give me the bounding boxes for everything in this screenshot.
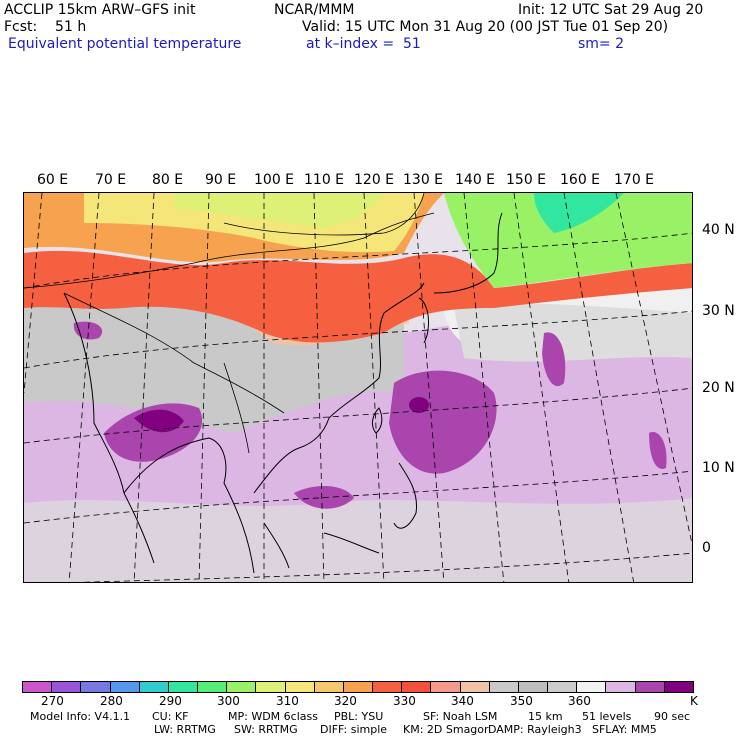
- colorbar-tick-320: 320: [334, 694, 357, 708]
- lat-label-20n: 20 N: [702, 380, 735, 396]
- smoothing-label: sm= 2: [578, 36, 625, 52]
- forecast-hour: Fcst: 51 h: [4, 19, 87, 35]
- colorbar-tick-280: 280: [100, 694, 123, 708]
- colorbar-swatch-1: [52, 682, 82, 692]
- pale-green-mongolia: [174, 193, 384, 228]
- country-borders: [24, 193, 435, 454]
- lon-label-110e: 110 E: [304, 172, 345, 188]
- colorbar-tick-300: 300: [217, 694, 240, 708]
- typhoon-eye: [409, 397, 429, 413]
- colorbar-tick-340: 340: [451, 694, 474, 708]
- lat-label-40n: 40 N: [702, 222, 735, 238]
- lat-label-30n: 30 N: [702, 303, 735, 319]
- lon-label-170e: 170 E: [614, 172, 655, 188]
- colorbar-swatch-2: [81, 682, 111, 692]
- lon-label-60e: 60 E: [37, 172, 69, 188]
- colorbar-swatch-22: [664, 682, 693, 692]
- coastlines: [63, 212, 503, 574]
- footer-sflay: SFLAY: MM5: [592, 723, 657, 736]
- footer-sf: SF: Noah LSM: [423, 710, 498, 723]
- graticule: [24, 193, 692, 582]
- footer-timestep: 90 sec: [654, 710, 691, 723]
- green-northeast: [444, 193, 692, 288]
- lon-label-120e: 120 E: [354, 172, 395, 188]
- lon-label-70e: 70 E: [95, 172, 127, 188]
- colorbar-swatch-19: [577, 682, 607, 692]
- lon-label-100e: 100 E: [254, 172, 295, 188]
- colorbar-swatch-16: [489, 682, 519, 692]
- equatorial-gray: [24, 498, 692, 582]
- lat-label-10n: 10 N: [702, 460, 735, 476]
- colorbar-swatch-3: [110, 682, 140, 692]
- bengal-max-core: [134, 409, 184, 433]
- colorbar-tick-330: 330: [393, 694, 416, 708]
- k-index-label: at k–index = 51: [306, 36, 421, 52]
- colorbar-swatch-20: [606, 682, 636, 692]
- institution-label: NCAR/MMM: [274, 2, 355, 18]
- lon-label-130e: 130 E: [403, 172, 444, 188]
- teal-okhotsk: [534, 193, 624, 233]
- footer-diff: DIFF: simple: [320, 723, 388, 736]
- colorbar-swatch-15: [460, 682, 490, 692]
- model-title: ACCLIP 15km ARW–GFS init: [4, 2, 196, 18]
- colorbar-swatch-4: [139, 682, 169, 692]
- lon-label-90e: 90 E: [205, 172, 237, 188]
- colorbar-tick-310: 310: [276, 694, 299, 708]
- lon-label-150e: 150 E: [506, 172, 547, 188]
- footer-damp: DAMP: Rayleigh3: [488, 723, 582, 736]
- lon-label-80e: 80 E: [152, 172, 184, 188]
- footer-cu: CU: KF: [152, 710, 189, 723]
- footer-km: KM: 2D Smagor: [403, 723, 489, 736]
- gray-band-east: [454, 303, 692, 362]
- typhoon-core: [389, 370, 497, 474]
- init-time: Init: 12 UTC Sat 29 Aug 20: [518, 2, 704, 18]
- footer-resolution: 15 km: [528, 710, 563, 723]
- colorbar-swatch-9: [285, 682, 315, 692]
- colorbar-swatch-0: [23, 682, 53, 692]
- map-panel: [23, 192, 693, 583]
- colorbar-tick-350: 350: [510, 694, 533, 708]
- footer-sw: SW: RRTMG: [234, 723, 298, 736]
- colorbar-swatch-13: [402, 682, 432, 692]
- colorbar-tick-290: 290: [159, 694, 182, 708]
- field-name: Equivalent potential temperature: [8, 36, 242, 52]
- lat-label-0: 0: [702, 540, 711, 556]
- colorbar-swatch-21: [635, 682, 665, 692]
- valid-time: Valid: 15 UTC Mon 31 Aug 20 (00 JST Tue …: [302, 19, 669, 35]
- lon-label-160e: 160 E: [560, 172, 601, 188]
- theta-e-field: [24, 193, 692, 582]
- colorbar-swatch-17: [518, 682, 549, 692]
- footer-levels: 51 levels: [582, 710, 632, 723]
- warm-front-band: [24, 250, 494, 343]
- footer-lw: LW: RRTMG: [154, 723, 216, 736]
- footer-pbl: PBL: YSU: [334, 710, 384, 723]
- colorbar-tick-270: 270: [41, 694, 64, 708]
- pacific-front-band: [494, 263, 692, 308]
- pacific-core-east: [649, 432, 667, 469]
- footer-mp: MP: WDM 6class: [228, 710, 318, 723]
- colorbar: [22, 681, 694, 693]
- colorbar-swatch-6: [198, 682, 228, 692]
- colorbar-tick-360: 360: [568, 694, 591, 708]
- colorbar-swatch-18: [548, 682, 578, 692]
- colorbar-swatch-12: [373, 682, 403, 692]
- colorbar-swatch-14: [431, 682, 461, 692]
- colorbar-unit: K: [690, 694, 698, 708]
- colorbar-swatch-10: [314, 682, 344, 692]
- colorbar-swatch-11: [343, 682, 374, 692]
- colorbar-swatch-5: [168, 682, 199, 692]
- footer-model-info: Model Info: V4.1.1: [30, 710, 131, 723]
- colorbar-swatch-7: [227, 682, 257, 692]
- lon-label-140e: 140 E: [455, 172, 496, 188]
- pacific-core-north: [542, 332, 566, 387]
- colorbar-swatch-8: [256, 682, 286, 692]
